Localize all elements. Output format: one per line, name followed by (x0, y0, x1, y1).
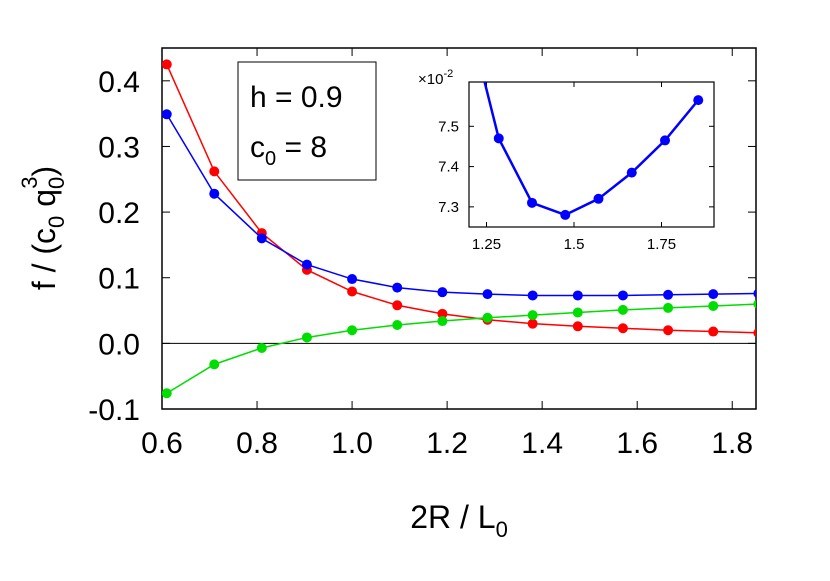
legend-c: c (250, 131, 265, 164)
y-tick-label: 0.4 (98, 66, 140, 99)
x-tick-label: 0.6 (141, 427, 183, 460)
series-2-point (663, 302, 674, 313)
main-ticks (161, 48, 756, 410)
series-2-point (708, 300, 719, 311)
y-tick-label: 0.0 (98, 328, 140, 361)
series-2-point (347, 325, 358, 336)
series-2-point (617, 304, 628, 315)
series-0-point (527, 318, 538, 329)
series-0-point (437, 308, 448, 319)
series-0-point (461, 0, 471, 10)
series-0-point (593, 193, 604, 204)
series-1-point (708, 289, 719, 300)
series-2-point (162, 388, 172, 399)
x-tick-label: 1.75 (647, 236, 676, 253)
series-0-point (209, 166, 220, 177)
x-axis-label-sub: 0 (496, 517, 508, 542)
inset-multiplier: ×10-2 (418, 68, 453, 88)
y-axis-label-sub2: 0 (44, 177, 69, 189)
series-0-point (493, 133, 504, 144)
inset-series (461, 0, 704, 220)
series-2-point (437, 316, 448, 327)
x-tick-label: 0.8 (236, 427, 278, 460)
legend-frame (237, 61, 377, 181)
series-line-1 (166, 113, 756, 297)
legend-line-h: h = 0.9 (250, 81, 343, 114)
series-line-2 (166, 303, 756, 394)
y-axis-label-part1: f / (c (26, 228, 62, 290)
x-tick-label: 1.4 (521, 427, 563, 460)
series-1-point (437, 287, 448, 298)
series-0-point (572, 321, 583, 332)
series-1-point (527, 290, 538, 301)
legend-line-c0: c0 = 8 (250, 131, 327, 170)
series-1-point (482, 289, 493, 300)
series-2-point (527, 310, 538, 321)
x-tick-label: 1.0 (331, 427, 373, 460)
series-1-point (256, 233, 267, 244)
y-tick-label: 7.4 (438, 159, 459, 176)
main-plot-frame (161, 47, 757, 410)
inset-multiplier-exp: -2 (443, 68, 453, 80)
y-tick-label: 0.2 (98, 197, 140, 230)
series-2-point (572, 307, 583, 318)
inset-plot: 1.25 1.5 1.75 7.3 7.4 7.5 ×10-2 (418, 0, 715, 253)
y-axis-label-sub1: 0 (44, 216, 69, 228)
x-tick-label: 1.25 (472, 236, 501, 253)
series-line-0 (483, 82, 700, 217)
x-axis-label-main: 2R / L (410, 499, 495, 535)
series-1-point (663, 289, 674, 300)
series-2-point (753, 299, 756, 309)
series-0-point (617, 323, 628, 334)
main-tick-labels: 0.6 0.8 1.0 1.2 1.4 1.6 1.8 -0.1 0.0 0.1 0.2 0.3 0.4 (88, 66, 753, 460)
series-0-point (162, 59, 172, 70)
series-0-point (753, 328, 756, 338)
x-axis-label: 2R / L0 (410, 499, 508, 542)
y-tick-label: 7.3 (438, 199, 459, 216)
series-2-point (301, 332, 312, 343)
y-tick-label: 0.3 (98, 131, 140, 164)
y-tick-label: 0.1 (98, 263, 140, 296)
series-0-point (693, 95, 704, 106)
series-1-point (301, 259, 312, 270)
series-1-point (209, 188, 220, 199)
series-1-point (162, 109, 172, 120)
series-line-0 (166, 64, 756, 334)
series-1-point (392, 282, 403, 293)
x-tick-label: 1.5 (564, 236, 585, 253)
main-series (162, 59, 756, 399)
legend-c-sub: 0 (265, 148, 276, 170)
series-1-point (617, 290, 628, 301)
series-1-point (572, 290, 583, 301)
series-1-point (753, 289, 756, 298)
y-axis-label-part2: q (26, 189, 62, 216)
series-0-point (560, 209, 571, 220)
x-tick-label: 1.8 (711, 427, 753, 460)
series-2-point (482, 312, 493, 323)
x-tick-label: 1.2 (426, 427, 468, 460)
y-tick-label: -0.1 (88, 394, 140, 427)
series-0-point (392, 300, 403, 311)
x-tick-label: 1.6 (616, 427, 658, 460)
legend-box: h = 0.9 c0 = 8 (237, 61, 377, 181)
inset-multiplier-base: ×10 (418, 71, 443, 88)
series-0-point (527, 197, 537, 208)
y-tick-label: 7.5 (438, 118, 459, 135)
series-0-point (660, 135, 670, 146)
legend-c-value: = 8 (276, 131, 327, 164)
y-axis-label: f / (c0 q03) (17, 166, 69, 290)
inset-ticks (469, 82, 714, 227)
inset-tick-labels: 1.25 1.5 1.75 7.3 7.4 7.5 (438, 118, 676, 253)
series-2-point (392, 319, 403, 330)
series-0-point (663, 325, 674, 336)
series-0-point (708, 326, 719, 337)
series-0-point (347, 286, 358, 297)
series-0-point (626, 167, 637, 178)
series-2-point (209, 359, 220, 370)
series-2-point (256, 342, 267, 353)
y-axis-label-sup: 3 (17, 177, 42, 189)
y-axis-label-end: ) (26, 166, 62, 177)
series-1-point (347, 274, 358, 285)
